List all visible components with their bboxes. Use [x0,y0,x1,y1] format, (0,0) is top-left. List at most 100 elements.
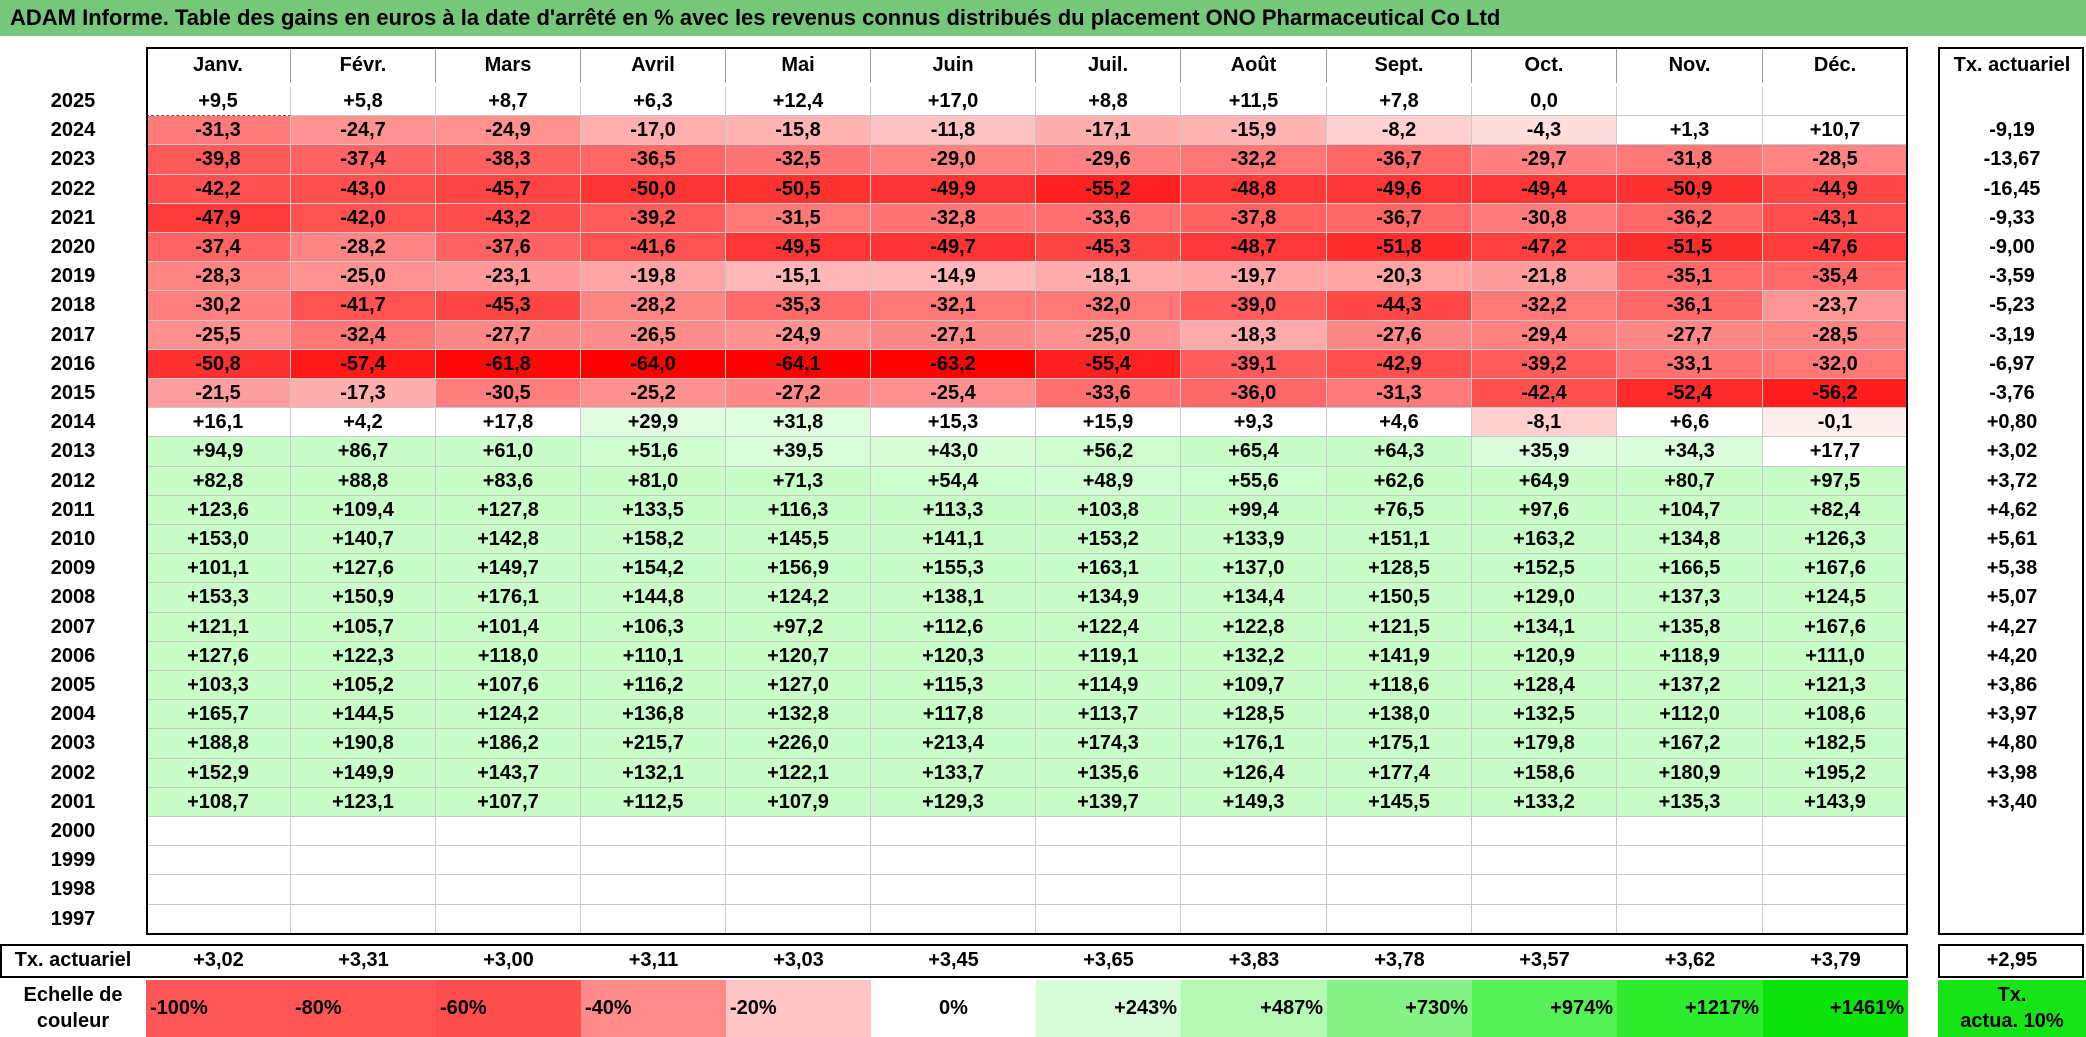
annual-rate-cell: -16,45 [1983,177,2041,200]
table-cell [726,904,871,934]
color-scale-swatch: +487% [1181,980,1327,1037]
annual-rate-cell: +0,80 [1986,411,2038,434]
table-cell: -25,2 [581,379,726,409]
annual-rate-cell: +3,98 [1986,761,2038,784]
footer-cell: +3,78 [1374,948,1425,971]
color-scale-swatch: -40% [581,980,726,1037]
month-header: Mars [436,47,581,83]
table-cell: +150,5 [1327,583,1472,613]
table-cell: +4,2 [291,408,436,438]
table-cell: -43,1 [1763,203,1908,233]
table-cell: +195,2 [1763,758,1908,788]
table-cell [436,904,581,934]
month-header: Déc. [1763,47,1908,83]
table-cell: +141,1 [871,525,1036,555]
table-cell: -36,7 [1327,203,1472,233]
table-cell: -39,0 [1181,291,1327,321]
table-cell: -21,8 [1472,262,1617,292]
table-cell: -17,1 [1036,116,1181,146]
table-cell: +143,9 [1763,787,1908,817]
table-cell: +137,0 [1181,554,1327,584]
annual-rate-cell [1938,875,2086,904]
annual-rate-cell [1938,817,2086,846]
year-label: 2011 [51,498,95,521]
table-cell: -28,5 [1763,320,1908,350]
table-cell: +17,7 [1763,437,1908,467]
table-cell: +116,2 [581,671,726,701]
year-label: 2019 [50,265,96,288]
annual-rate-cell [1938,905,2086,934]
table-cell: +54,4 [871,466,1036,496]
table-cell: -15,9 [1181,116,1327,146]
table-cell: +127,6 [146,641,291,671]
month-header: Janv. [146,47,291,83]
table-cell: +118,0 [436,641,581,671]
year-label: 2021 [50,206,96,229]
table-cell: +104,7 [1617,495,1763,525]
footer-cell: +3,79 [1810,948,1861,971]
table-cell: +109,4 [291,495,436,525]
table-cell: -39,2 [1472,349,1617,379]
table-cell: +99,4 [1181,495,1327,525]
table-cell: -24,9 [436,116,581,146]
table-cell: -55,4 [1036,349,1181,379]
table-cell: -30,2 [146,291,291,321]
table-cell: +81,0 [581,466,726,496]
month-header: Sept. [1327,47,1472,83]
table-cell: +176,1 [1181,729,1327,759]
table-cell: -14,9 [871,262,1036,292]
table-cell: -29,7 [1472,145,1617,175]
table-cell [1327,904,1472,934]
table-cell: -45,7 [436,174,581,204]
table-cell [1763,846,1908,876]
footer-cell: +3,57 [1519,948,1570,971]
table-cell: -43,0 [291,174,436,204]
table-cell: +144,5 [291,700,436,730]
table-cell: +133,9 [1181,525,1327,555]
table-cell: +143,7 [436,758,581,788]
annual-rate-cell: +3,40 [1986,790,2038,813]
year-label: 2015 [50,382,96,404]
table-cell: +127,8 [436,495,581,525]
table-cell: +17,0 [871,87,1036,117]
table-cell: -8,2 [1327,116,1472,146]
year-label: 2005 [50,674,96,696]
table-cell: +105,2 [291,671,436,701]
table-cell [146,846,291,876]
table-cell: +117,8 [871,700,1036,730]
annual-rate-cell: -9,33 [1989,206,2035,229]
table-cell: -49,6 [1327,174,1472,204]
table-cell: +64,9 [1472,466,1617,496]
table-cell: +151,1 [1327,525,1472,555]
month-header: Nov. [1617,47,1763,83]
table-cell: +129,0 [1472,583,1617,613]
table-cell [1036,817,1181,847]
table-cell: -31,8 [1617,145,1763,175]
table-cell: +124,5 [1763,583,1908,613]
table-cell [1181,875,1327,905]
table-cell: +120,7 [726,641,871,671]
year-label: 1999 [50,849,96,872]
table-cell: -35,3 [726,291,871,321]
table-cell: +122,4 [1036,612,1181,642]
year-label: 2000 [50,820,96,842]
table-cell: +180,9 [1617,758,1763,788]
table-cell: +122,3 [291,641,436,671]
table-cell [291,817,436,847]
table-cell: -21,5 [146,379,291,409]
table-cell: +135,8 [1617,612,1763,642]
table-cell: -18,3 [1181,320,1327,350]
table-cell: +115,3 [871,671,1036,701]
table-cell [291,846,436,876]
table-cell [1763,904,1908,934]
table-cell: -37,8 [1181,203,1327,233]
table-cell: -4,3 [1472,116,1617,146]
year-label: 2016 [50,352,96,375]
table-cell: -29,6 [1036,145,1181,175]
table-cell: +29,9 [581,408,726,438]
table-cell: +12,4 [726,87,871,117]
table-cell: +108,7 [146,787,291,817]
table-cell: +138,0 [1327,700,1472,730]
table-cell: +51,6 [581,437,726,467]
table-cell: -44,9 [1763,174,1908,204]
